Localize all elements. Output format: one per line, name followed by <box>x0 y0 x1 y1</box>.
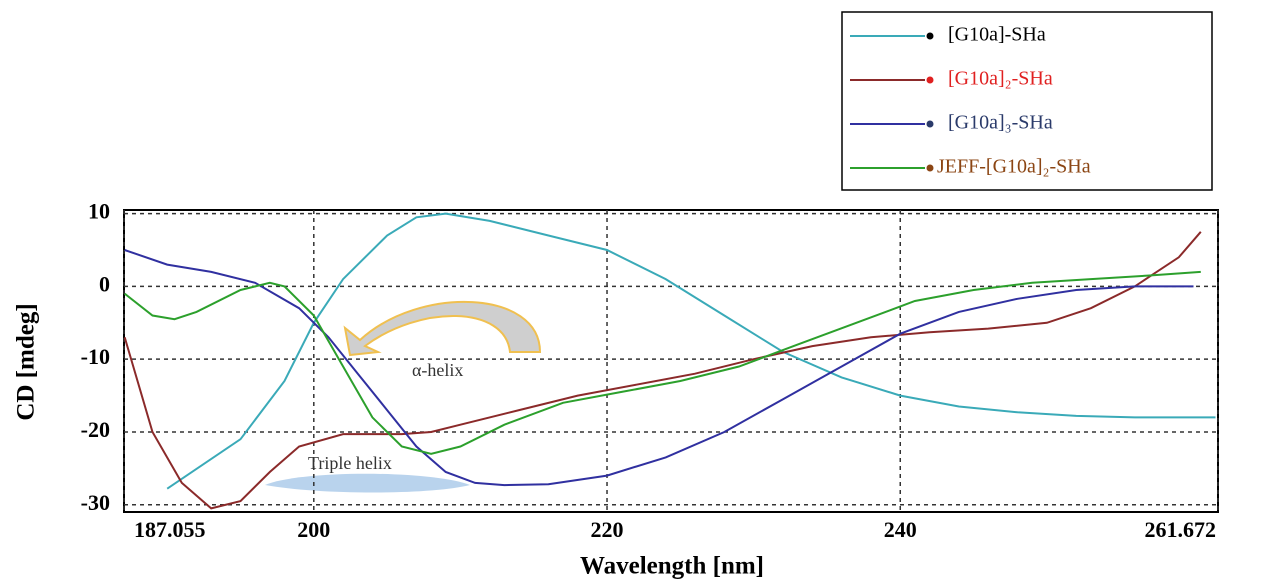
alpha-helix-arrow <box>343 300 542 357</box>
legend-label: [G10a]₃-SHa <box>948 112 1053 134</box>
x-tick-label: 240 <box>884 517 917 542</box>
legend-label: [G10a]₂-SHa <box>948 68 1053 90</box>
series-line <box>124 270 1201 455</box>
plot-frame <box>123 209 1219 513</box>
triple-helix-arrow <box>265 473 470 493</box>
legend-label: JEFF-[G10a]₂-SHa <box>937 156 1091 178</box>
x-tick-label: 261.672 <box>1145 517 1217 542</box>
legend-box <box>841 11 1213 191</box>
legend-dot <box>926 32 934 40</box>
series-line <box>166 212 1216 490</box>
x-tick-label: 187.055 <box>134 517 206 542</box>
series-line <box>124 249 1194 487</box>
y-tick-label: 10 <box>88 199 110 224</box>
annotation: α-helix <box>412 360 463 380</box>
x-tick-label: 220 <box>591 517 624 542</box>
y-tick-label: 0 <box>99 271 110 296</box>
legend-dot <box>926 164 934 172</box>
x-axis-title: Wavelength [nm] <box>580 553 764 580</box>
legend-label: [G10a]-SHa <box>948 24 1046 46</box>
annotation: Triple helix <box>308 453 392 473</box>
series-line <box>123 231 1202 510</box>
x-tick-label: 200 <box>297 517 330 542</box>
y-tick-label: -10 <box>81 344 110 369</box>
legend-dot <box>926 76 934 84</box>
y-tick-label: -20 <box>81 417 110 442</box>
legend-dot <box>926 120 934 128</box>
y-tick-label: -30 <box>81 490 110 515</box>
y-axis-title: CD [mdeg] <box>13 303 40 420</box>
